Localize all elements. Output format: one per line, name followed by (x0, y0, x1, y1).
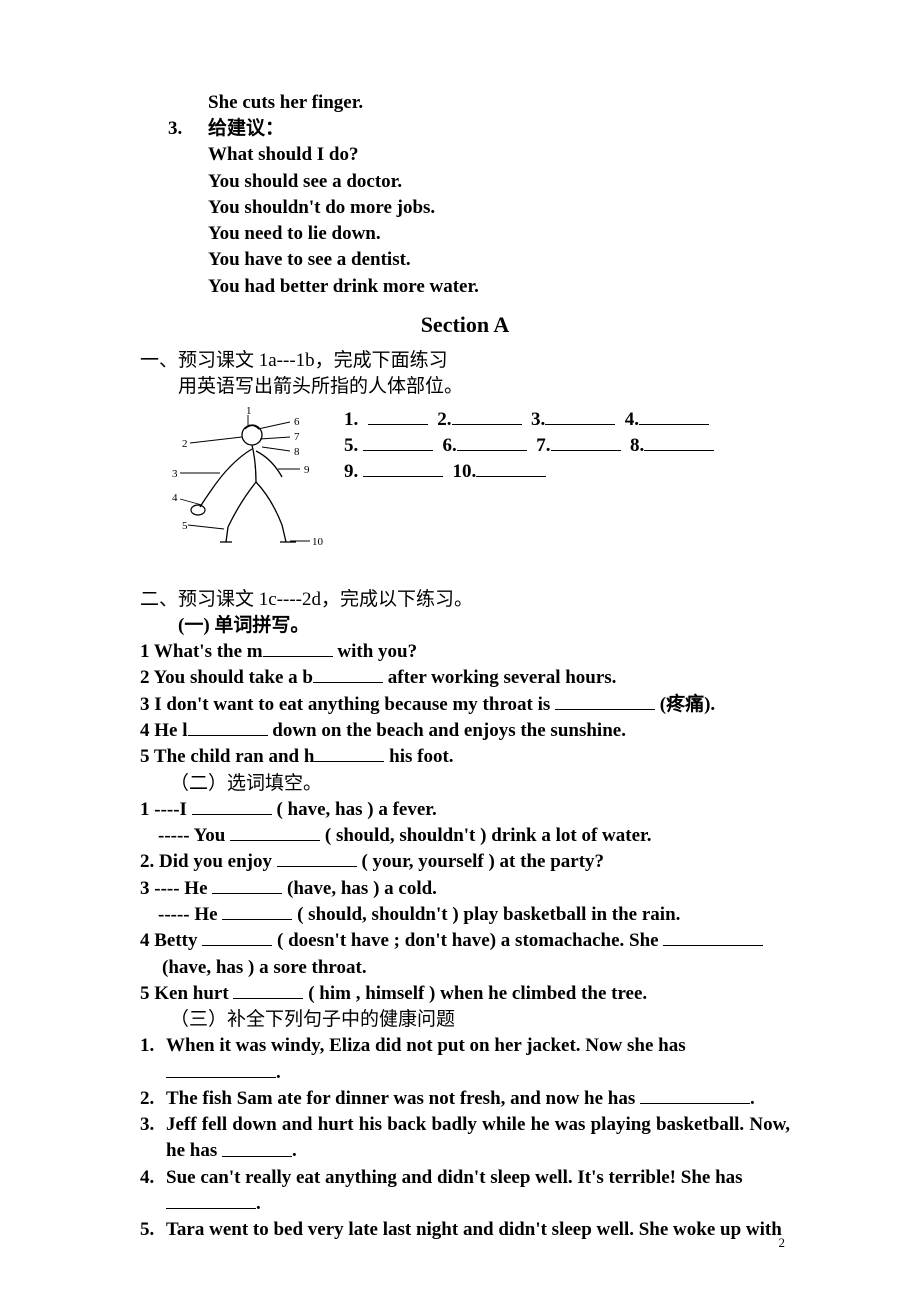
part1-sub: 用英语写出箭头所指的人体部位。 (140, 374, 790, 400)
p2-s4c: (have, has ) a sore throat. (140, 955, 790, 981)
fig-label-9: 9 (304, 464, 310, 476)
p2-s3r: ----- He ( should, shouldn't ) play bask… (140, 902, 790, 928)
fig-label-2: 2 (182, 438, 188, 450)
part2-sub2: （二）选词填空。 (140, 771, 790, 797)
bp-6: 6. (443, 435, 457, 456)
section-title: Section A (140, 310, 790, 340)
fig-label-4: 4 (172, 492, 178, 504)
advice-line-6: You had better drink more water. (208, 274, 790, 300)
page-number: 2 (779, 1234, 786, 1252)
item-3-num: 3. (168, 116, 208, 142)
advice-line-5: You have to see a dentist. (208, 247, 790, 273)
p2-s2: 2. Did you enjoy ( your, yourself ) at t… (140, 849, 790, 875)
p2-q3: 3 I don't want to eat anything because m… (140, 692, 790, 718)
fig-label-10: 10 (312, 536, 324, 548)
fig-label-1: 1 (246, 407, 252, 417)
bp-8: 8. (630, 435, 644, 456)
item-3-label: 给建议： (208, 116, 790, 142)
p2-q2: 2 You should take a b after working seve… (140, 665, 790, 691)
body-figure: 1 2 3 4 5 6 7 8 9 10 (160, 407, 340, 557)
p2-s5: 5 Ken hurt ( him , himself ) when he cli… (140, 981, 790, 1007)
h-q1: 1. When it was windy, Eliza did not put … (140, 1033, 790, 1086)
advice-line-3: You shouldn't do more jobs. (208, 195, 790, 221)
bp-2: 2. (437, 409, 451, 430)
fig-label-6: 6 (294, 416, 300, 428)
advice-line-1: What should I do? (208, 142, 790, 168)
part1-heading: 一、预习课文 1a---1b，完成下面练习 (140, 348, 790, 374)
fig-label-8: 8 (294, 446, 300, 458)
page-container: She cuts her finger. 3. 给建议： What should… (0, 0, 920, 1302)
bp-3: 3. (531, 409, 545, 430)
diagram-block: 1 2 3 4 5 6 7 8 9 10 1. 2. 3. 4. 5. (140, 407, 790, 557)
advice-line-4: You need to lie down. (208, 221, 790, 247)
part2-sub1: (一) 单词拼写。 (140, 613, 790, 639)
fig-label-5: 5 (182, 520, 188, 532)
item-3: 3. 给建议： (168, 116, 790, 142)
bp-1: 1. (344, 409, 358, 430)
h-q4: 4. Sue can't really eat anything and did… (140, 1165, 790, 1218)
h-q2: 2. The fish Sam ate for dinner was not f… (140, 1086, 790, 1112)
p2-s1r: ----- You ( should, shouldn't ) drink a … (140, 823, 790, 849)
p2-q5: 5 The child ran and h his foot. (140, 744, 790, 770)
p2-s3: 3 ---- He (have, has ) a cold. (140, 876, 790, 902)
bp-10: 10. (453, 461, 477, 482)
bp-4: 4. (625, 409, 639, 430)
bp-5: 5. (344, 435, 358, 456)
part2-heading: 二、预习课文 1c----2d，完成以下练习。 (140, 587, 790, 613)
part2-sub3: （三）补全下列句子中的健康问题 (140, 1007, 790, 1033)
bp-7: 7. (536, 435, 550, 456)
bp-9: 9. (344, 461, 358, 482)
fig-label-3: 3 (172, 468, 178, 480)
h-q3: 3. Jeff fell down and hurt his back badl… (140, 1112, 790, 1165)
p2-s1: 1 ----I ( have, has ) a fever. (140, 797, 790, 823)
p2-s4: 4 Betty ( doesn't have ; don't have) a s… (140, 928, 790, 954)
h-q5: 5. Tara went to bed very late last night… (140, 1217, 790, 1243)
example-sentence: She cuts her finger. (208, 90, 790, 116)
body-parts-blanks: 1. 2. 3. 4. 5. 6. 7. 8. 9. 10. (340, 407, 790, 557)
p2-q4: 4 He l down on the beach and enjoys the … (140, 718, 790, 744)
p2-q1: 1 What's the m with you? (140, 639, 790, 665)
fig-label-7: 7 (294, 431, 300, 443)
advice-line-2: You should see a doctor. (208, 169, 790, 195)
